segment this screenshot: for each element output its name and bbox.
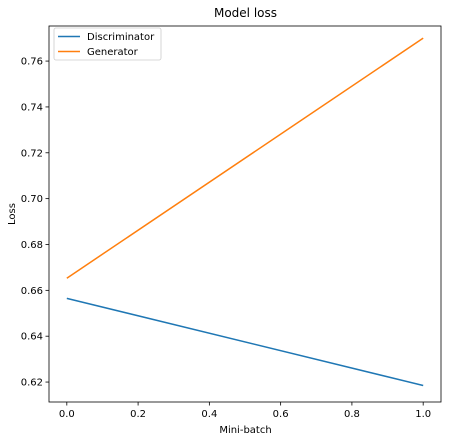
- y-axis-label: Loss: [7, 203, 18, 225]
- legend: Discriminator Generator: [53, 27, 162, 61]
- y-tick-label: 0.66: [21, 286, 43, 297]
- x-axis-label: Mini-batch: [219, 425, 271, 436]
- y-tick-label: 0.64: [21, 332, 43, 343]
- x-tick-label: 0.2: [130, 409, 146, 420]
- legend-box: [53, 27, 162, 61]
- x-tick-label: 0.4: [201, 409, 217, 420]
- chart-title: Model loss: [214, 6, 277, 20]
- plot-frame: [48, 25, 442, 403]
- y-tick-label: 0.68: [21, 240, 43, 251]
- x-tick-label: 0.0: [59, 409, 75, 420]
- y-tick-label: 0.72: [21, 148, 43, 159]
- plot-area: [49, 26, 441, 402]
- x-tick-label: 0.8: [344, 409, 360, 420]
- legend-label-generator: Generator: [87, 47, 139, 58]
- x-tick-label: 0.6: [273, 409, 289, 420]
- series-line-generator: [66, 37, 424, 279]
- series-line-discriminator: [66, 297, 424, 387]
- x-tick-label: 1.0: [415, 409, 431, 420]
- y-tick-label: 0.70: [21, 194, 43, 205]
- y-tick-label: 0.76: [21, 57, 43, 68]
- legend-label-discriminator: Discriminator: [87, 32, 155, 43]
- x-axis-ticks: 0.0 0.2 0.4 0.6 0.8 1.0: [59, 402, 431, 420]
- series-layer: [66, 37, 424, 387]
- y-tick-label: 0.74: [21, 102, 43, 113]
- y-tick-label: 0.62: [21, 378, 43, 389]
- y-axis-ticks: 0.62 0.64 0.66 0.68 0.70 0.72 0.74 0.76: [21, 57, 49, 389]
